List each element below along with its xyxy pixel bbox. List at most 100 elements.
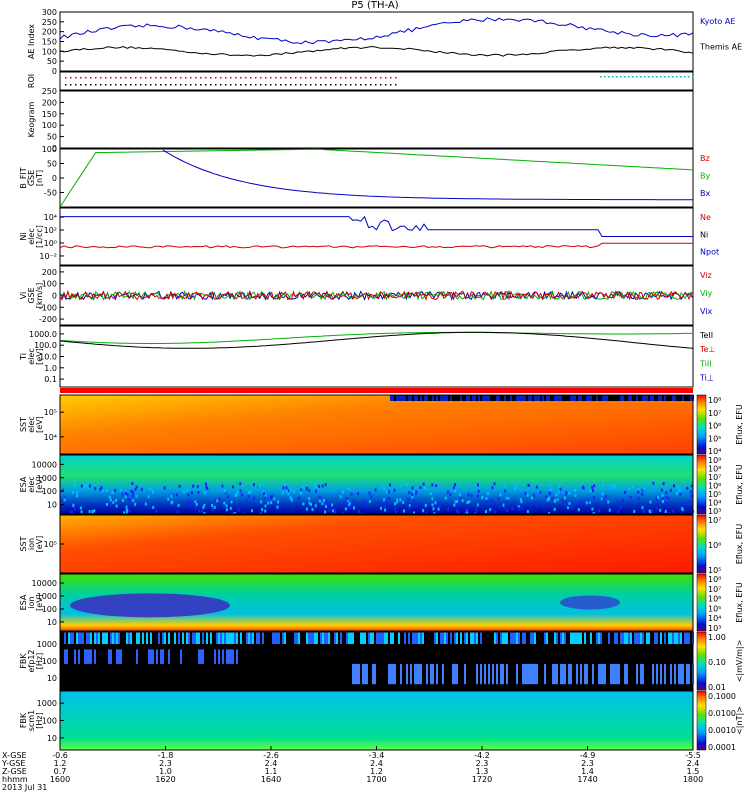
roi-dot: [85, 77, 87, 79]
spectrogram-band: [442, 632, 444, 644]
spectrogram-band: [398, 632, 400, 644]
spectrogram-noise: [431, 483, 434, 487]
roi-dot: [105, 77, 107, 79]
spectrogram-band: [182, 632, 184, 644]
spectrogram-band: [492, 395, 494, 401]
spectrogram-band: [432, 395, 434, 401]
roi-dot: [604, 76, 606, 78]
series-line: [59, 148, 694, 208]
spectrogram-noise: [144, 502, 147, 506]
spectrogram-noise: [383, 486, 386, 490]
spectrogram-noise: [72, 490, 75, 494]
spectrogram-noise: [434, 501, 437, 505]
roi-dot: [365, 77, 367, 79]
x-tick-label: 2.3: [476, 759, 489, 768]
spectrogram-band: [632, 395, 634, 401]
spectrogram-noise: [459, 493, 462, 497]
y-tick-label: 10⁵: [44, 408, 57, 417]
spectrogram-band: [368, 632, 370, 644]
colorbar-tick-label: 10³: [708, 507, 721, 516]
roi-dot: [65, 84, 67, 86]
roi-dot: [270, 77, 272, 79]
spectrogram-band: [676, 395, 678, 401]
spectrogram-noise: [270, 500, 273, 504]
x-tick-label: 1.5: [687, 767, 700, 776]
spectrogram-band: [644, 395, 646, 401]
spectrogram-band: [156, 649, 158, 664]
series-line: [60, 215, 693, 237]
spectrogram-band: [252, 632, 254, 644]
spectrogram-band: [102, 632, 104, 644]
spectrogram-noise: [466, 508, 469, 512]
spectrogram-noise: [617, 510, 620, 514]
roi-dot: [100, 84, 102, 86]
spectrogram-band: [468, 395, 470, 401]
roi-dot: [320, 77, 322, 79]
roi-dot: [110, 77, 112, 79]
legend-entry: Viz: [700, 271, 712, 280]
legend-entry: Npot: [700, 248, 719, 257]
spectrogram-noise: [346, 499, 349, 503]
spectrogram-band: [554, 395, 556, 401]
spectrogram-band: [86, 632, 88, 644]
roi-dot: [644, 76, 646, 78]
spectrogram-band: [654, 632, 656, 644]
spectrogram-noise: [517, 507, 520, 511]
spectrogram-band: [466, 632, 468, 644]
colorbar-tick-label: 10⁸: [708, 396, 721, 405]
spectrogram-band: [662, 395, 664, 401]
spectrogram-band: [416, 632, 418, 644]
spectrogram-band: [112, 632, 114, 644]
spectrogram-band: [536, 632, 538, 644]
spectrogram-band: [592, 663, 594, 685]
spectrogram-noise: [527, 483, 530, 487]
roi-dot: [260, 84, 262, 86]
spectrogram-band: [82, 632, 84, 644]
spectrogram-noise: [101, 489, 104, 493]
spectrogram-band: [156, 632, 158, 644]
spectrogram-noise: [628, 487, 631, 491]
spectrogram-noise: [587, 499, 590, 503]
spectrogram-band: [638, 632, 640, 644]
y-tick-label: 1000: [37, 592, 57, 601]
x-tick-label: 1800: [683, 775, 703, 784]
spectrogram-noise: [282, 486, 285, 490]
y-axis-label: scm1: [27, 710, 36, 731]
spectrogram-band: [608, 395, 610, 401]
spectrogram-noise: [290, 498, 293, 502]
spectrogram-noise: [347, 503, 350, 507]
spectrogram-band: [618, 632, 620, 644]
y-tick-label: 1000: [37, 640, 57, 649]
spectrogram-band: [656, 395, 658, 401]
spectrogram-band: [688, 663, 690, 685]
spectrogram-noise: [524, 492, 527, 496]
spectrogram-noise: [137, 501, 140, 505]
spectrogram-noise: [213, 505, 216, 509]
spectrogram-band: [466, 395, 468, 401]
spectrogram-noise: [333, 507, 336, 511]
spectrogram-band: [544, 395, 546, 401]
spectrogram-band: [524, 395, 526, 401]
spectrogram-band: [440, 395, 442, 401]
spectrogram-band: [396, 632, 398, 644]
spectrogram-band: [564, 663, 566, 685]
spectrogram-noise: [318, 495, 321, 499]
spectrogram-noise: [561, 498, 564, 502]
spectrogram-noise: [661, 497, 664, 501]
spectrogram-noise: [619, 506, 622, 510]
spectrogram-band: [404, 395, 406, 401]
spectrogram-band: [372, 663, 374, 685]
spectrogram-band: [616, 632, 618, 644]
roi-dot: [320, 84, 322, 86]
y-axis-label: [eV]: [35, 536, 44, 553]
roi-dot: [125, 84, 127, 86]
spectrogram-band: [582, 632, 584, 644]
spectrogram-noise: [506, 508, 509, 512]
spectrogram-noise: [686, 486, 689, 490]
spectrogram-band: [86, 649, 88, 664]
spectrogram-noise: [190, 500, 193, 504]
spectrogram-band: [688, 395, 690, 401]
spectrogram-band: [78, 632, 80, 644]
spectrogram-band: [398, 395, 400, 401]
spectrogram-band: [604, 632, 606, 644]
